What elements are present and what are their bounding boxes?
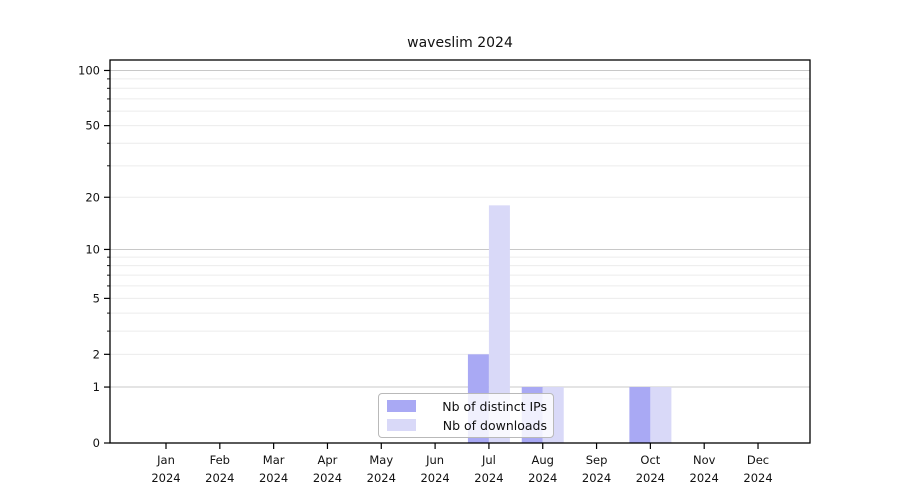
x-tick-label-month: Dec [747,453,769,467]
x-tick-label-year: 2024 [528,471,557,485]
x-tick-label-month: Aug [532,453,554,467]
x-tick-label-year: 2024 [582,471,611,485]
y-tick-label: 50 [85,119,100,133]
x-tick-label-year: 2024 [313,471,342,485]
x-tick-label-year: 2024 [420,471,449,485]
x-tick-label-month: Jul [481,453,496,467]
x-tick-label-year: 2024 [367,471,396,485]
y-tick-label: 10 [85,242,100,256]
bar-downloads-jul [488,205,510,443]
x-tick-label-year: 2024 [474,471,503,485]
x-tick-label-month: Feb [210,453,230,467]
x-tick-label-year: 2024 [690,471,719,485]
bar-distinct-ips-oct [629,387,651,443]
bar-downloads-oct [650,387,672,443]
x-tick-label-month: Apr [318,453,338,467]
y-tick-label: 0 [93,436,100,450]
legend-label-distinct-ips: Nb of distinct IPs [442,398,547,414]
x-tick-label-month: Jan [156,453,175,467]
x-tick-label-year: 2024 [259,471,288,485]
x-tick-label-month: Sep [586,453,608,467]
chart-title: waveslim 2024 [407,35,513,51]
y-tick-label: 100 [78,63,100,77]
x-tick-label-year: 2024 [743,471,772,485]
legend-swatch-downloads [387,419,416,431]
legend-item-downloads: Nb of downloads [387,418,547,433]
x-tick-label-month: May [369,453,393,467]
legend-item-distinct-ips: Nb of distinct IPs [387,399,547,414]
y-tick-label: 5 [93,291,100,305]
plot-box [109,59,811,444]
x-tick-label-month: Nov [693,453,716,467]
y-tick-label: 1 [93,380,100,394]
legend-label-downloads: Nb of downloads [442,417,547,433]
y-tick-label: 20 [85,190,100,204]
x-tick-label-month: Jun [425,453,444,467]
x-tick-label-month: Oct [640,453,660,467]
x-tick-label-year: 2024 [205,471,234,485]
x-tick-label-month: Mar [263,453,285,467]
legend-swatch-distinct-ips [387,400,416,412]
legend: Nb of distinct IPs Nb of downloads [378,393,554,438]
y-tick-label: 2 [93,347,100,361]
x-tick-label-year: 2024 [636,471,665,485]
x-tick-label-year: 2024 [151,471,180,485]
